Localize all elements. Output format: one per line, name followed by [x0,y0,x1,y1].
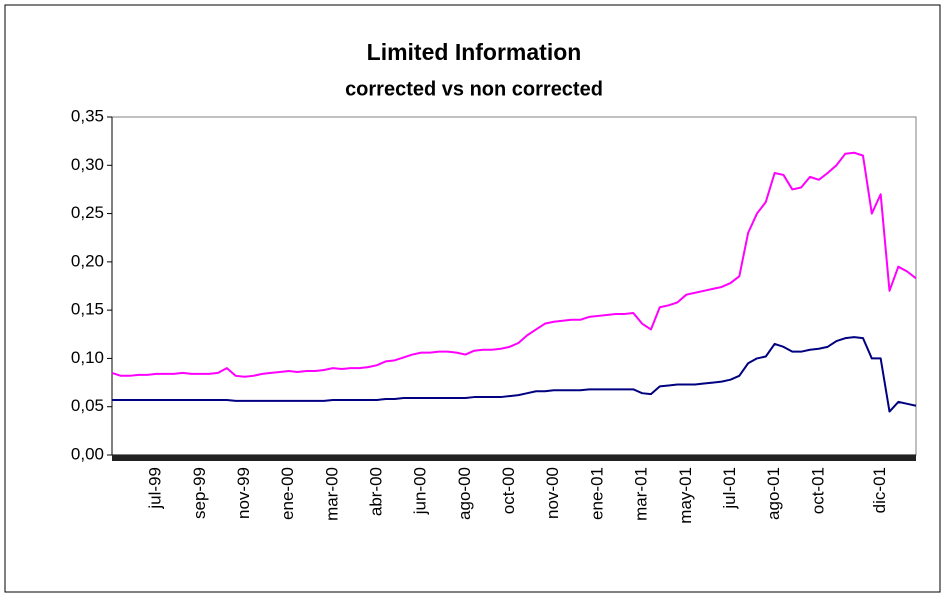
x-tick-label: mar-01 [632,467,651,521]
x-tick-label: jul-01 [720,467,739,510]
y-tick-label: 0,00 [71,444,104,463]
y-tick-label: 0,30 [71,155,104,174]
chart-subtitle: corrected vs non corrected [345,78,603,100]
y-tick-label: 0,20 [71,251,104,270]
x-tick-label: sep-99 [190,467,209,519]
x-tick-label: abr-00 [367,467,386,516]
x-axis-tick-band [112,455,916,461]
x-tick-label: nov-99 [234,467,253,519]
x-tick-label: ago-01 [764,467,783,520]
chart-title: Limited Information [367,39,582,65]
y-tick-label: 0,05 [71,396,104,415]
chart-border [4,4,941,593]
x-tick-label: oct-01 [808,467,827,514]
y-tick-label: 0,15 [71,300,104,319]
x-tick-label: mar-00 [322,467,341,521]
x-tick-label: jul-99 [146,467,165,510]
series-line [111,151,917,378]
x-tick-label: jun-00 [411,467,430,515]
series-line [112,336,917,413]
x-tick-label: dic-01 [870,467,889,513]
x-tick-label: may-01 [676,467,695,524]
y-tick-label: 0,35 [71,106,104,125]
x-tick-label: ago-00 [455,467,474,520]
y-tick-label: 0,10 [71,348,104,367]
x-tick-label: ene-00 [278,467,297,520]
y-tick-label: 0,25 [71,203,104,222]
x-tick-label: nov-00 [543,467,562,519]
x-tick-label: ene-01 [587,467,606,520]
x-tick-label: oct-00 [499,467,518,514]
